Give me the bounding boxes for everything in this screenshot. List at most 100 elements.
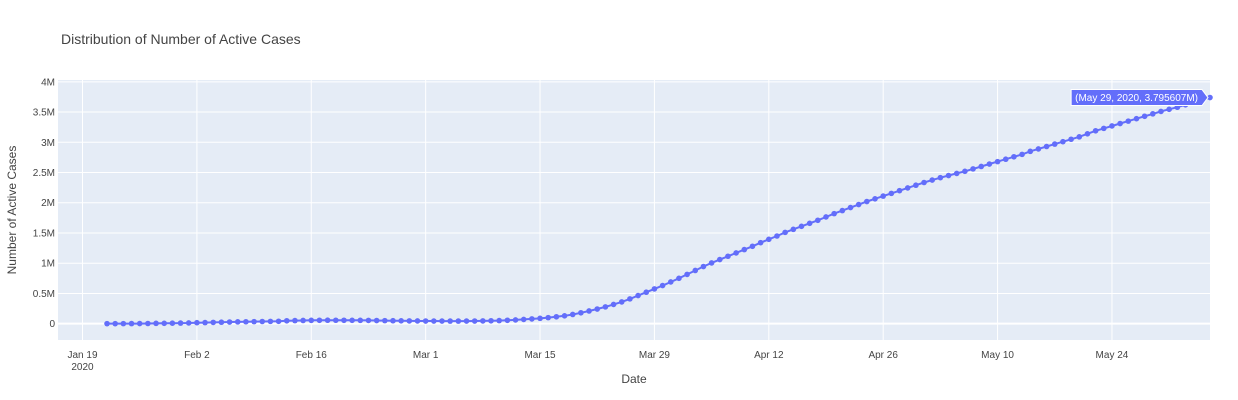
data-point-marker[interactable] bbox=[692, 267, 699, 274]
data-point-marker[interactable] bbox=[651, 286, 658, 292]
data-point-marker[interactable] bbox=[1150, 111, 1156, 117]
data-point-marker[interactable] bbox=[545, 314, 552, 321]
data-point-marker[interactable] bbox=[1092, 127, 1099, 134]
data-point-marker[interactable] bbox=[749, 243, 756, 250]
data-point-marker[interactable] bbox=[684, 271, 690, 278]
data-point-marker[interactable] bbox=[610, 301, 617, 308]
data-point-marker[interactable] bbox=[210, 319, 217, 326]
data-point-marker[interactable] bbox=[627, 296, 633, 302]
data-point-marker[interactable] bbox=[888, 190, 895, 197]
data-point-marker[interactable] bbox=[537, 315, 543, 322]
data-point-marker[interactable] bbox=[488, 317, 494, 324]
data-point-marker[interactable] bbox=[169, 320, 176, 326]
data-point-marker[interactable] bbox=[267, 318, 274, 325]
data-point-marker[interactable] bbox=[177, 320, 184, 326]
data-point-marker[interactable] bbox=[373, 317, 380, 324]
data-point-marker[interactable] bbox=[153, 320, 159, 327]
data-point-marker[interactable] bbox=[953, 170, 960, 177]
data-point-marker[interactable] bbox=[896, 187, 903, 194]
data-point-marker[interactable] bbox=[643, 289, 650, 296]
data-point-marker[interactable] bbox=[578, 309, 584, 316]
data-point-marker[interactable] bbox=[161, 320, 168, 327]
data-point-marker[interactable] bbox=[218, 319, 225, 326]
data-point-marker[interactable] bbox=[365, 317, 372, 324]
data-point-marker[interactable] bbox=[145, 320, 151, 327]
data-point-marker[interactable] bbox=[202, 319, 208, 326]
data-point-marker[interactable] bbox=[259, 318, 266, 325]
data-point-marker[interactable] bbox=[586, 308, 592, 314]
data-point-marker[interactable] bbox=[1117, 120, 1123, 127]
data-point-marker[interactable] bbox=[520, 316, 527, 323]
data-point-marker[interactable] bbox=[782, 229, 788, 236]
data-point-marker[interactable] bbox=[823, 214, 829, 220]
data-point-marker[interactable] bbox=[798, 223, 805, 230]
data-point-marker[interactable] bbox=[341, 317, 347, 324]
data-point-marker[interactable] bbox=[1051, 141, 1058, 147]
data-point-marker[interactable] bbox=[504, 317, 511, 324]
data-point-marker[interactable] bbox=[226, 319, 233, 325]
data-point-marker[interactable] bbox=[447, 318, 453, 324]
data-point-marker[interactable] bbox=[766, 236, 772, 243]
data-point-marker[interactable] bbox=[831, 210, 837, 217]
data-point-marker[interactable] bbox=[913, 182, 919, 189]
data-point-marker[interactable] bbox=[676, 275, 682, 282]
data-point-marker[interactable] bbox=[839, 207, 846, 214]
data-point-marker[interactable] bbox=[659, 282, 666, 289]
data-point-marker[interactable] bbox=[806, 220, 813, 227]
data-point-marker[interactable] bbox=[757, 239, 764, 246]
data-point-marker[interactable] bbox=[398, 318, 404, 324]
data-point-marker[interactable] bbox=[1141, 113, 1148, 120]
data-point-marker[interactable] bbox=[962, 168, 968, 175]
data-point-marker[interactable] bbox=[904, 185, 911, 191]
data-point-marker[interactable] bbox=[422, 318, 429, 324]
data-point-marker[interactable] bbox=[251, 318, 257, 325]
data-point-marker[interactable] bbox=[1060, 138, 1066, 145]
data-point-marker[interactable] bbox=[986, 161, 993, 167]
data-point-marker[interactable] bbox=[234, 319, 241, 325]
data-point-marker[interactable] bbox=[463, 318, 470, 324]
data-point-marker[interactable] bbox=[431, 318, 437, 324]
data-point-marker[interactable] bbox=[120, 320, 127, 327]
data-point-marker[interactable] bbox=[496, 317, 502, 324]
data-point-marker[interactable] bbox=[602, 304, 609, 310]
data-point-marker[interactable] bbox=[1019, 151, 1025, 158]
data-point-marker[interactable] bbox=[275, 318, 282, 325]
data-point-marker[interactable] bbox=[1035, 146, 1042, 152]
data-point-marker[interactable] bbox=[667, 279, 674, 285]
data-point-marker[interactable] bbox=[308, 317, 315, 324]
data-point-marker[interactable] bbox=[970, 166, 976, 172]
data-point-marker[interactable] bbox=[1076, 134, 1083, 140]
data-point-marker[interactable] bbox=[725, 253, 731, 260]
data-point-marker[interactable] bbox=[1166, 106, 1172, 113]
data-point-marker[interactable] bbox=[1043, 143, 1050, 150]
data-point-marker[interactable] bbox=[439, 318, 445, 324]
data-point-marker[interactable] bbox=[136, 320, 143, 327]
data-point-marker[interactable] bbox=[1207, 94, 1213, 101]
data-point-marker[interactable] bbox=[414, 318, 421, 324]
data-point-marker[interactable] bbox=[1133, 115, 1140, 122]
data-point-marker[interactable] bbox=[594, 306, 601, 312]
data-point-marker[interactable] bbox=[349, 317, 355, 324]
data-point-marker[interactable] bbox=[774, 233, 780, 239]
data-point-marker[interactable] bbox=[618, 299, 625, 305]
data-point-marker[interactable] bbox=[455, 318, 462, 324]
data-point-marker[interactable] bbox=[872, 196, 878, 202]
data-point-marker[interactable] bbox=[332, 317, 339, 324]
data-point-marker[interactable] bbox=[937, 174, 944, 181]
data-point-marker[interactable] bbox=[1125, 118, 1132, 124]
data-point-marker[interactable] bbox=[324, 317, 331, 324]
data-point-marker[interactable] bbox=[471, 318, 478, 324]
data-point-marker[interactable] bbox=[978, 163, 985, 170]
data-point-marker[interactable] bbox=[382, 317, 388, 324]
data-point-marker[interactable] bbox=[1002, 156, 1009, 163]
data-point-marker[interactable] bbox=[708, 260, 715, 266]
data-point-marker[interactable] bbox=[185, 320, 192, 326]
data-point-marker[interactable] bbox=[283, 317, 290, 324]
data-point-marker[interactable] bbox=[316, 317, 323, 324]
data-point-marker[interactable] bbox=[1011, 153, 1017, 160]
data-point-marker[interactable] bbox=[733, 250, 739, 256]
data-point-marker[interactable] bbox=[569, 311, 576, 318]
data-point-marker[interactable] bbox=[128, 320, 135, 327]
data-point-marker[interactable] bbox=[194, 319, 200, 326]
